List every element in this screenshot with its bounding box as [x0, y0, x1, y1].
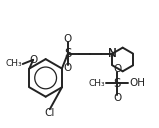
Text: N: N: [108, 47, 117, 60]
Text: O: O: [29, 55, 38, 65]
Text: CH₃: CH₃: [89, 79, 105, 88]
Text: O: O: [113, 64, 121, 74]
Text: S: S: [64, 47, 72, 60]
Text: O: O: [64, 34, 72, 44]
Text: O: O: [113, 93, 121, 103]
Text: S: S: [114, 77, 121, 90]
Text: O: O: [64, 63, 72, 73]
Text: OH: OH: [129, 78, 145, 88]
Text: N: N: [108, 47, 117, 60]
Text: CH₃: CH₃: [5, 60, 22, 68]
Text: Cl: Cl: [45, 108, 55, 118]
